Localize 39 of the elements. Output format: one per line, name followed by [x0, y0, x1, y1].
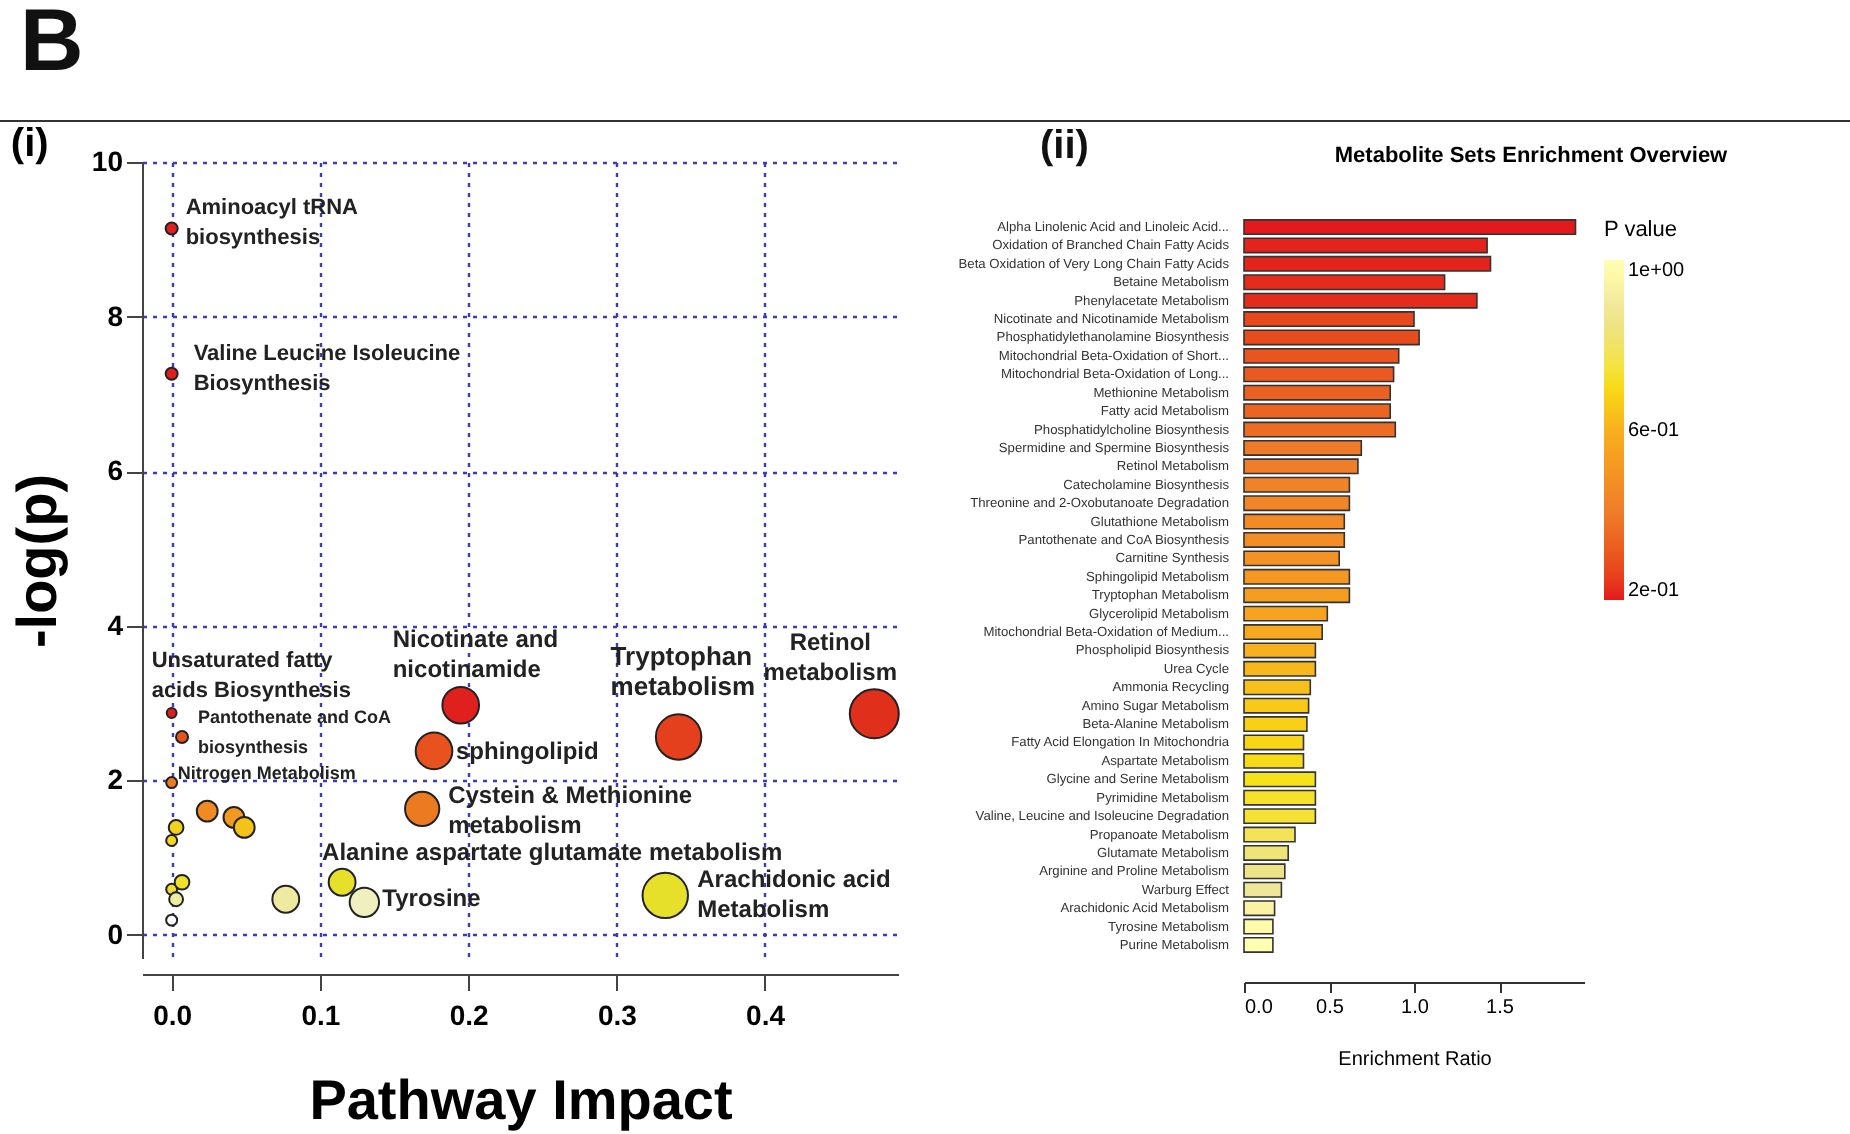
chart-title: (i): [10, 122, 49, 166]
annotation: Alanine aspartate glutamate metabolism: [322, 838, 783, 867]
x-tick-label: 0.5: [1316, 997, 1345, 1019]
annotation: Nitrogen Metabolism: [177, 762, 356, 783]
x-tick-label: 0.1: [301, 999, 341, 1031]
x-tick-label: 0.2: [449, 999, 489, 1031]
y-axis-title: -log(p): [5, 473, 68, 649]
annotation: sphingolipid: [456, 736, 599, 765]
x-tick-label: 1.0: [1401, 997, 1430, 1019]
color-bar-label: 2e-01: [1628, 580, 1681, 602]
y-tick-label: 8: [107, 299, 124, 332]
x-tick-label: 0.0: [153, 999, 193, 1031]
annotation: Pantothenate and CoA biosynthesis: [198, 706, 393, 757]
y-tick-label: 0: [107, 917, 124, 950]
y-tick-label: 2: [107, 763, 124, 796]
chart-title: Metabolite Sets Enrichment Overview: [1334, 144, 1729, 168]
color-bar-title: P value: [1604, 218, 1677, 242]
x-tick-label: 0.4: [746, 999, 786, 1031]
annotation: Tryptophan metabolism: [610, 640, 756, 701]
y-tick-label: 10: [91, 145, 124, 177]
text: (ii): [1040, 124, 1089, 170]
annotation: Nicotinate and nicotinamide: [392, 625, 559, 684]
text: B: [20, 0, 84, 92]
x-tick-label: 1.5: [1486, 997, 1515, 1019]
annotation: Unsaturated fatty acids Biosynthesis: [151, 649, 351, 704]
color-bar-label: 1e+00: [1628, 260, 1686, 282]
x-tick-label: 0.3: [597, 999, 638, 1031]
x-axis-title: Pathway Impact: [309, 1069, 733, 1131]
annotation: Retinol metabolism: [763, 627, 897, 686]
annotation: Tyrosine: [382, 884, 482, 913]
y-tick-label: 6: [107, 454, 124, 487]
y-tick-label: 4: [107, 608, 124, 641]
annotation: Valine Leucine Isoleucine Biosynthesis: [193, 341, 461, 396]
annotation: Arachidonic acid Metabolism: [697, 865, 891, 924]
annotation: Cystein & Methionine metabolism: [448, 780, 693, 839]
color-bar-label: 6e-01: [1628, 420, 1681, 442]
x-tick-label: 0.0: [1245, 997, 1274, 1019]
x-axis-title: Enrichment Ratio: [1338, 1049, 1493, 1071]
annotation: Aminoacyl tRNA biosynthesis: [185, 196, 359, 251]
